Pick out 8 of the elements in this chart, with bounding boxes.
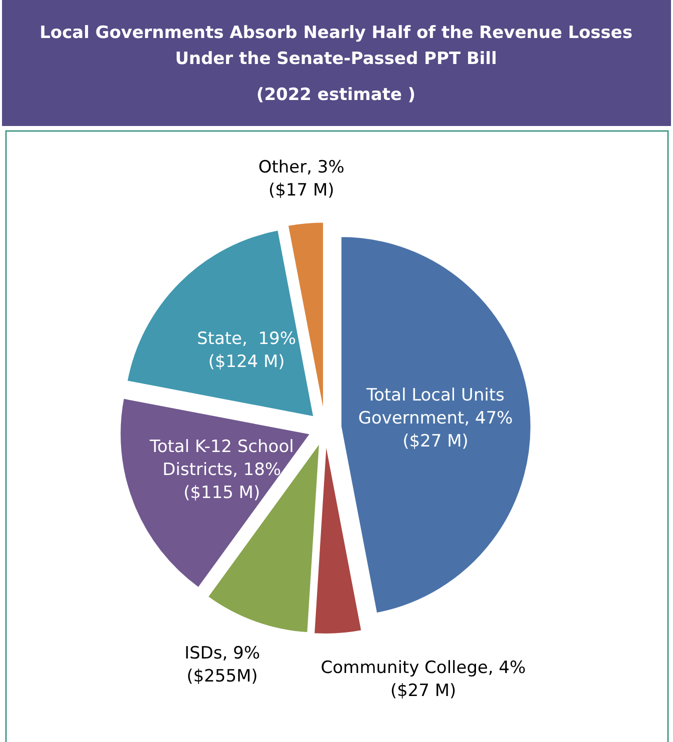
slice-label: Total K-12 School Districts, 18% ($115 M) (148, 436, 294, 503)
slice-label: ISDs, 9% ($255M) (184, 644, 260, 687)
slice-label: State, 19% ($124 M) (197, 329, 296, 372)
chart-title: Local Governments Absorb Nearly Half of the Revenue Losses Under the Senate-Passed PPT Bill (40, 23, 632, 69)
slice-label: Community College, 4% ($27 M) (320, 658, 526, 702)
slice-label: Total Local Units Government, 47% ($27 M) (358, 386, 513, 452)
chart-subtitle: (2022 estimate ) (256, 85, 416, 105)
slice-label: Other, 3% ($17 M) (258, 158, 344, 201)
